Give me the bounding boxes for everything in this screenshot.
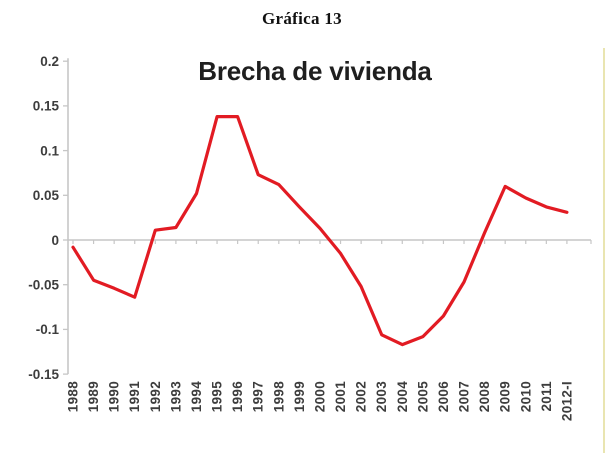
x-axis-tick-label: 1989 (86, 381, 101, 412)
x-axis-tick-label: 2003 (374, 381, 389, 412)
x-axis-tick-label: 2005 (415, 381, 430, 412)
y-axis-tick-label: 0.05 (33, 188, 60, 203)
y-axis-tick-label: 0.1 (40, 143, 59, 158)
x-axis-tick-label: 2008 (477, 381, 492, 412)
y-axis-tick-label: 0.15 (33, 99, 60, 114)
x-axis-tick-label: 2002 (354, 381, 369, 412)
x-axis-tick-label: 1999 (292, 381, 307, 412)
x-axis-tick-label: 2000 (312, 381, 327, 412)
x-axis-tick-label: 2009 (498, 381, 513, 412)
x-axis-tick-label: 1990 (107, 381, 122, 412)
data-line-brecha-de-vivienda (71, 114, 569, 347)
x-axis-tick-label: 2011 (539, 381, 554, 412)
y-axis-tick-label: 0.2 (40, 54, 59, 69)
x-axis-tick-label: 1994 (189, 381, 204, 412)
x-axis-tick-label: 2010 (518, 381, 533, 412)
x-axis-tick-label: 2001 (333, 381, 348, 412)
x-axis-tick-label: 2004 (395, 381, 410, 412)
x-axis-tick-label: 1991 (127, 381, 142, 412)
x-axis-tick-label: 2006 (436, 381, 451, 412)
x-axis-tick-label: 1997 (251, 381, 266, 412)
y-axis-tick-label: 0 (51, 233, 59, 248)
x-axis-tick-label: 2007 (457, 381, 472, 412)
x-axis-tick-label: 1998 (271, 381, 286, 412)
x-axis-tick-label: 1995 (210, 381, 225, 412)
y-axis-tick-label: -0.15 (28, 367, 59, 382)
x-axis-tick-label: 1993 (168, 381, 183, 412)
figure-label: Gráfica 13 (262, 9, 342, 28)
x-axis-tick-label: 2012-I (559, 381, 574, 421)
x-axis-tick-label: 1996 (230, 381, 245, 412)
x-axis-tick-label: 1988 (66, 381, 81, 412)
y-axis-tick-label: -0.1 (36, 322, 60, 337)
chart-title: Brecha de vivienda (198, 56, 432, 86)
x-axis-tick-label: 1992 (148, 381, 163, 412)
page-edge-line (603, 48, 605, 453)
y-axis-tick-label: -0.05 (28, 278, 59, 293)
